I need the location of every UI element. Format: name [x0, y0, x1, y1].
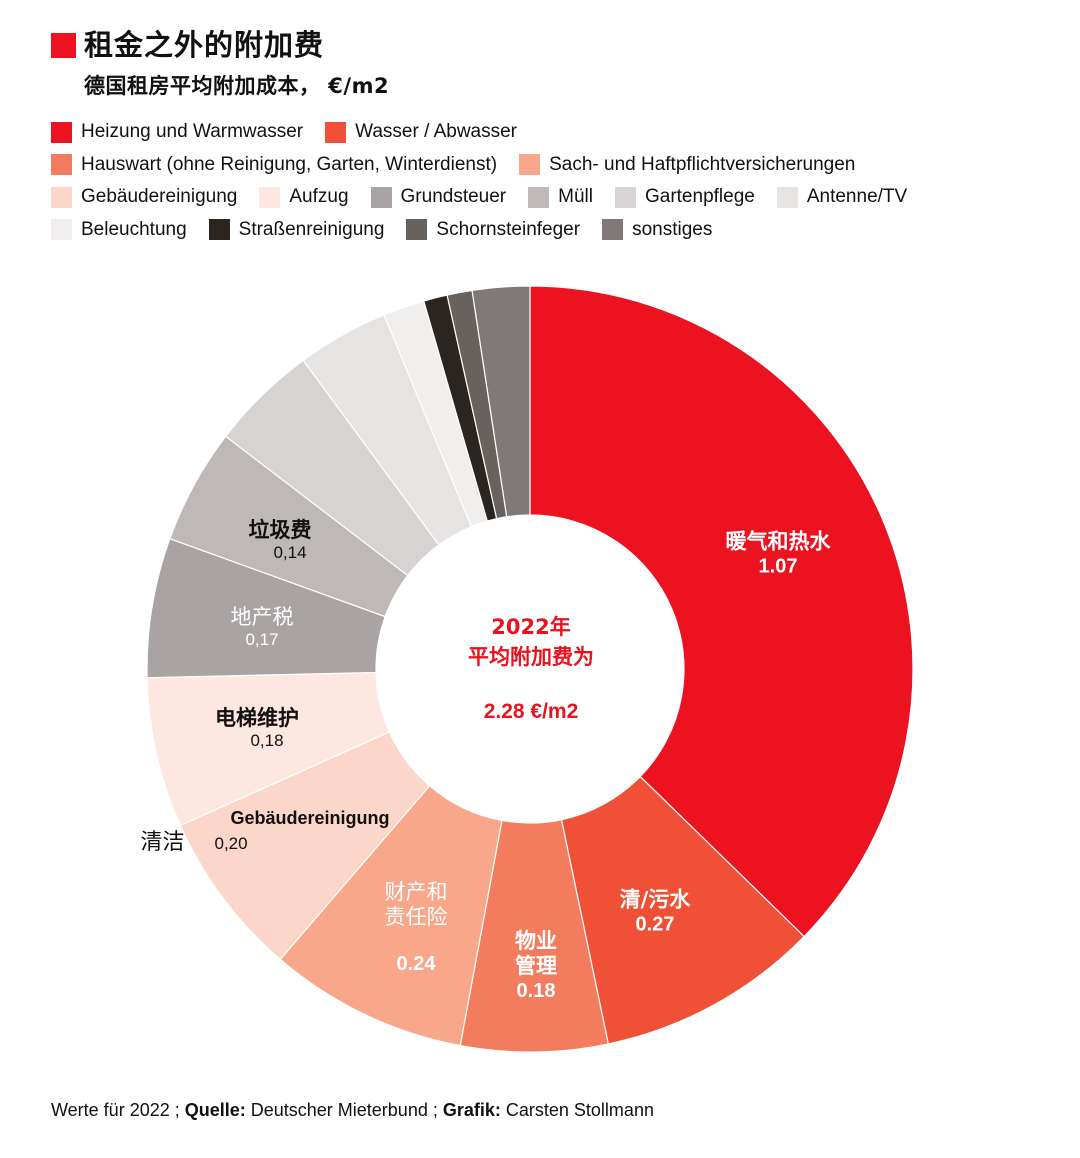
legend-label: Wasser / Abwasser: [355, 121, 518, 143]
legend-item: Gartenpflege: [614, 186, 755, 208]
legend-item: Gebäudereinigung: [51, 186, 237, 208]
donut-slice: [471, 285, 531, 518]
slice-label-cn: 清洁: [140, 829, 185, 855]
legend-swatch: [614, 186, 636, 208]
legend-swatch: [51, 186, 72, 208]
center-year: 2022年: [491, 615, 571, 639]
slice-label-cn: 垃圾费: [248, 518, 312, 543]
legend-item: Heizung und Warmwasser: [51, 121, 303, 143]
legend-swatch: [208, 219, 230, 241]
legend-swatch: [51, 121, 72, 143]
legend-item: Schornsteinfeger: [406, 219, 580, 241]
slice-label-value: 1.07: [758, 555, 798, 578]
legend-label: Antenne/TV: [806, 186, 908, 208]
slice-label-grundsteuer: 地产税 0,17: [231, 605, 294, 651]
slice-label-gebaeudereinigung: Gebäudereinigung 清洁 0,20: [140, 808, 390, 856]
legend-swatch: [259, 186, 281, 208]
slice-label-hauswart: 物业 管理 0.18: [515, 929, 557, 1003]
legend-row: Beleuchtung Straßenreinigung Schornsteinfe…: [51, 214, 1051, 247]
legend-label: Schornsteinfeger: [436, 218, 581, 240]
legend-label: Straßenreinigung: [238, 218, 385, 240]
legend-label: Grundsteuer: [400, 186, 507, 208]
legend-swatch: [51, 219, 72, 241]
donut-slice: [529, 285, 914, 938]
chart-title: 租金之外的附加费: [84, 28, 325, 62]
slice-label-cn: 财产和: [384, 879, 448, 904]
legend-label: sonstiges: [632, 218, 713, 240]
slice-label-muell: 垃圾费 0,14: [249, 518, 312, 564]
legend-label: Sach- und Haftpflichtversicherungen: [549, 153, 856, 175]
slice-label-value: 0,17: [245, 630, 279, 650]
legend-row: Hauswart (ohne Reinigung, Garten, Winter…: [51, 149, 1051, 182]
legend-label: Müll: [558, 186, 593, 208]
footer-source-label: Quelle:: [184, 1100, 246, 1120]
legend-label: Gartenpflege: [644, 186, 755, 208]
slice-label-cn: 责任险: [384, 905, 448, 929]
slice-label-value: 0.27: [635, 913, 675, 936]
slice-label-cn: 电梯维护: [215, 706, 299, 731]
legend-item: Straßenreinigung: [208, 218, 385, 241]
legend-swatch: [370, 186, 392, 208]
legend-item: Aufzug: [259, 186, 349, 208]
legend-swatch: [51, 154, 72, 176]
legend-swatch: [776, 186, 798, 208]
legend-label: Aufzug: [289, 186, 349, 208]
legend-item: Hauswart (ohne Reinigung, Garten, Winter…: [51, 154, 497, 176]
center-caption: 平均附加费为: [468, 645, 594, 669]
slice-label-versicherung: 财产和 责任险 0.24: [385, 880, 448, 976]
legend-item: Antenne/TV: [776, 186, 908, 208]
legend-swatch: [528, 186, 550, 208]
legend-swatch: [406, 219, 428, 241]
chart-subtitle: 德国租房平均附加成本， €/m2: [84, 74, 390, 98]
chart-title-block: 租金之外的附加费: [51, 22, 324, 64]
center-total-value: 2.28 €/m2: [483, 700, 579, 723]
legend-swatch: [519, 154, 541, 176]
slice-label-value: 0.18: [516, 980, 556, 1003]
center-annotation: 2022年 平均附加费为 2.28 €/m2: [468, 612, 594, 724]
legend-item: Beleuchtung: [51, 219, 187, 241]
donut-slice: [560, 775, 805, 1045]
legend-row: Gebäudereinigung Aufzug Grundsteuer Müll Gar…: [51, 181, 1051, 214]
slice-label-value: 0,18: [250, 731, 284, 751]
legend-item: Müll: [528, 186, 593, 208]
legend-row: Heizung und Warmwasser Wasser / Abwasser: [51, 116, 1051, 149]
legend: Heizung und Warmwasser Wasser / Abwasser H…: [51, 116, 1051, 246]
slice-label-de: Gebäudereinigung: [230, 808, 390, 829]
footer-graphic: Carsten Stollmann: [500, 1100, 654, 1120]
legend-label: Gebäudereinigung: [81, 186, 238, 208]
legend-label: Heizung und Warmwasser: [81, 121, 304, 143]
slice-label-value: 0,14: [273, 543, 307, 563]
legend-label: Hauswart (ohne Reinigung, Garten, Winter…: [81, 153, 498, 175]
footer-prefix: Werte für 2022 ;: [51, 1100, 185, 1120]
legend-swatch: [325, 121, 347, 143]
slice-label-cn: 暖气和热水: [725, 529, 831, 554]
slice-label-cn: 清/污水: [619, 887, 691, 912]
donut-slice: [279, 784, 503, 1047]
legend-swatch: [602, 219, 624, 241]
slice-label-cn: 物业: [515, 928, 557, 953]
slice-label-value: 0,20: [214, 833, 248, 853]
legend-item: Sach- und Haftpflichtversicherungen: [519, 154, 855, 176]
legend-item: Grundsteuer: [370, 186, 507, 208]
slice-label-aufzug: 电梯维护 0,18: [215, 706, 299, 752]
slice-label-cn: 地产税: [230, 605, 294, 630]
footer-source: Deutscher Mieterbund ;: [245, 1100, 443, 1120]
footer-graphic-label: Grafik:: [442, 1100, 501, 1120]
legend-item: sonstiges: [602, 219, 712, 241]
slice-label-value: 0.24: [396, 953, 436, 976]
footer-source: Werte für 2022 ; Quelle: Deutscher Miete…: [51, 1100, 654, 1121]
slice-label-wasser: 清/污水 0.27: [620, 887, 691, 936]
slice-label-cn: 管理: [515, 954, 557, 978]
title-marker-square: [51, 32, 76, 58]
legend-label: Beleuchtung: [81, 218, 187, 240]
slice-label-heizung: 暖气和热水 1.07: [726, 529, 831, 578]
legend-item: Wasser / Abwasser: [325, 121, 517, 143]
